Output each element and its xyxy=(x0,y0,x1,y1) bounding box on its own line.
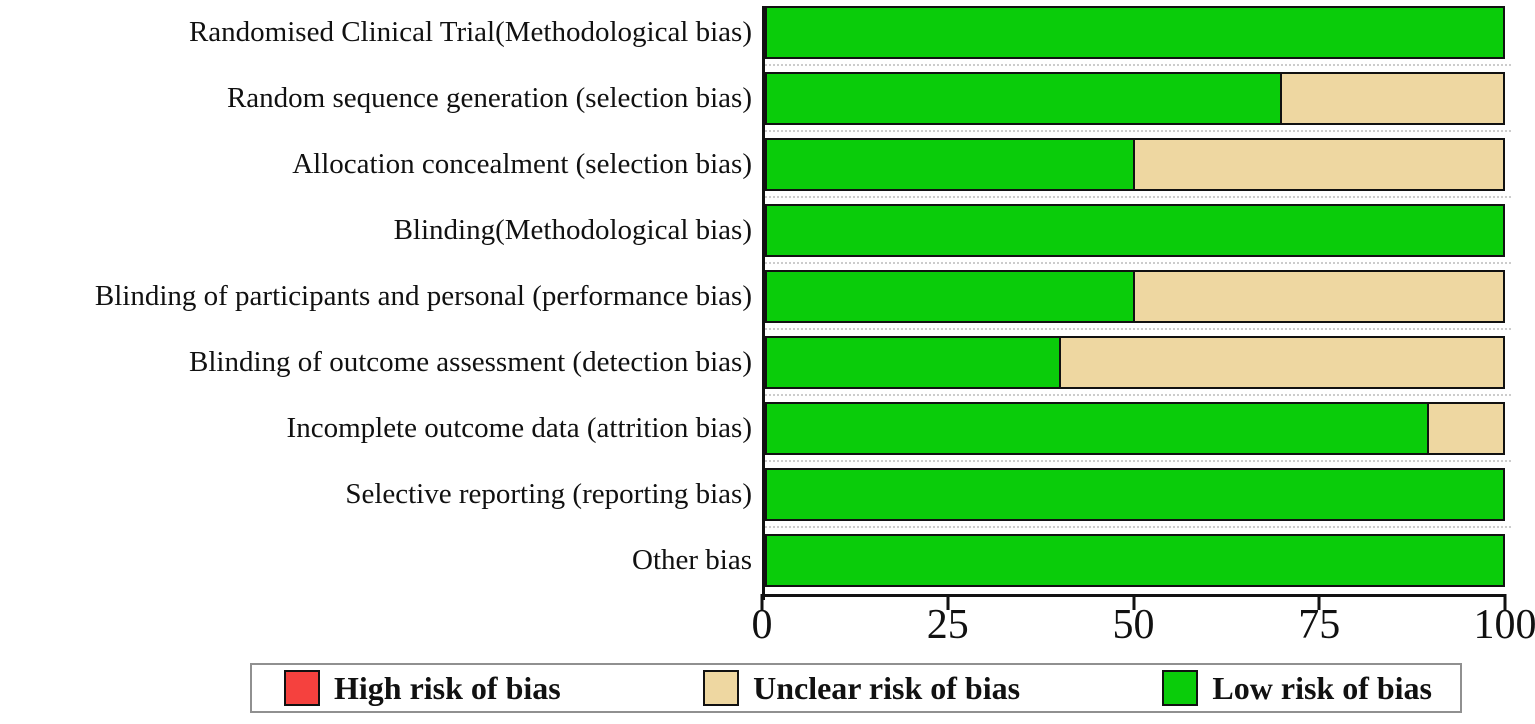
dotted-gridline xyxy=(765,196,1511,198)
row-separator xyxy=(765,191,1511,204)
plot-area: Randomised Clinical Trial(Methodological… xyxy=(0,6,1535,600)
x-tick-label: 25 xyxy=(926,602,969,648)
x-axis-tick xyxy=(1317,594,1321,610)
x-axis-tick xyxy=(1503,594,1507,610)
dotted-gridline xyxy=(765,130,1511,132)
chart-row: Selective reporting (reporting bias) xyxy=(0,468,1535,534)
stacked-bar xyxy=(765,72,1505,125)
x-tick-label: 0 xyxy=(751,602,773,648)
x-axis-tick xyxy=(946,594,950,610)
x-axis-tick-labels: 0 25 50 75 100 xyxy=(752,597,1535,649)
row-separator xyxy=(765,257,1511,270)
category-bar-track xyxy=(762,534,1505,600)
legend-label-unclear-risk: Unclear risk of bias xyxy=(753,669,1021,706)
low-risk-segment xyxy=(767,206,1503,255)
legend-item-unclear-risk: Unclear risk of bias xyxy=(703,670,1020,707)
chart-row: Other bias xyxy=(0,534,1535,600)
x-tick-label: 100 xyxy=(1473,602,1535,648)
chart-row: Randomised Clinical Trial(Methodological… xyxy=(0,6,1535,72)
x-axis-tick xyxy=(1132,594,1135,610)
legend-item-high-risk: High risk of bias xyxy=(284,670,561,707)
chart-row: Random sequence generation (selection bi… xyxy=(0,72,1535,138)
chart-row: Blinding of outcome assessment (detectio… xyxy=(0,336,1535,402)
row-separator xyxy=(765,389,1511,402)
low-risk-swatch xyxy=(1162,670,1199,706)
high-risk-swatch xyxy=(284,670,320,706)
stacked-bar xyxy=(765,138,1505,191)
low-risk-segment xyxy=(767,536,1503,585)
chart-row: Incomplete outcome data (attrition bias) xyxy=(0,402,1535,468)
row-separator xyxy=(765,125,1511,138)
category-bar-track xyxy=(762,6,1511,72)
x-axis-tick xyxy=(760,594,764,610)
low-risk-segment xyxy=(767,404,1430,453)
category-label: Randomised Clinical Trial(Methodological… xyxy=(188,16,752,48)
chart-row: Allocation concealment (selection bias) xyxy=(0,138,1535,204)
low-risk-segment xyxy=(767,338,1062,387)
legend-item-low-risk: Low risk of bias xyxy=(1162,670,1432,707)
low-risk-segment xyxy=(767,470,1503,519)
category-label: Incomplete outcome data (attrition bias) xyxy=(286,412,752,444)
legend: High risk of bias Unclear risk of bias L… xyxy=(250,663,1462,713)
stacked-bar xyxy=(765,534,1505,587)
stacked-bar xyxy=(765,468,1505,521)
category-label: Allocation concealment (selection bias) xyxy=(292,148,752,180)
low-risk-segment xyxy=(767,140,1135,189)
stacked-bar xyxy=(765,336,1505,389)
low-risk-segment xyxy=(767,272,1135,321)
dotted-gridline xyxy=(765,64,1511,66)
stacked-bar xyxy=(765,270,1505,323)
dotted-gridline xyxy=(765,262,1511,264)
dotted-gridline xyxy=(765,460,1511,462)
category-label: Random sequence generation (selection bi… xyxy=(226,82,752,114)
category-bar-track xyxy=(762,204,1511,270)
x-axis-line xyxy=(760,594,1507,610)
row-separator xyxy=(765,521,1511,534)
low-risk-segment xyxy=(767,74,1283,123)
x-tick-label: 75 xyxy=(1298,602,1341,648)
category-label: Selective reporting (reporting bias) xyxy=(345,478,752,510)
row-separator xyxy=(765,323,1511,336)
dotted-gridline xyxy=(765,526,1511,528)
dotted-gridline xyxy=(765,328,1511,330)
legend-label-high-risk: High risk of bias xyxy=(334,669,561,706)
category-bar-track xyxy=(762,138,1511,204)
stacked-bar xyxy=(765,204,1505,257)
unclear-risk-swatch xyxy=(703,670,740,706)
category-bar-track xyxy=(762,72,1511,138)
chart-row: Blinding(Methodological bias) xyxy=(0,204,1535,270)
legend-label-low-risk: Low risk of bias xyxy=(1212,669,1432,706)
category-label: Blinding of outcome assessment (detectio… xyxy=(189,346,752,378)
category-bar-track xyxy=(762,402,1511,468)
category-label: Blinding of participants and personal (p… xyxy=(94,280,752,312)
chart-row: Blinding of participants and personal (p… xyxy=(0,270,1535,336)
low-risk-segment xyxy=(767,8,1503,57)
category-label: Blinding(Methodological bias) xyxy=(393,214,752,246)
stacked-bar xyxy=(765,402,1505,455)
x-tick-label: 50 xyxy=(1112,602,1155,648)
dotted-gridline xyxy=(765,394,1511,396)
row-separator xyxy=(765,59,1511,72)
row-separator xyxy=(765,455,1511,468)
category-label: Other bias xyxy=(632,544,752,576)
category-bar-track xyxy=(762,468,1511,534)
stacked-bar xyxy=(765,6,1505,59)
category-bar-track xyxy=(762,270,1511,336)
category-bar-track xyxy=(762,336,1511,402)
